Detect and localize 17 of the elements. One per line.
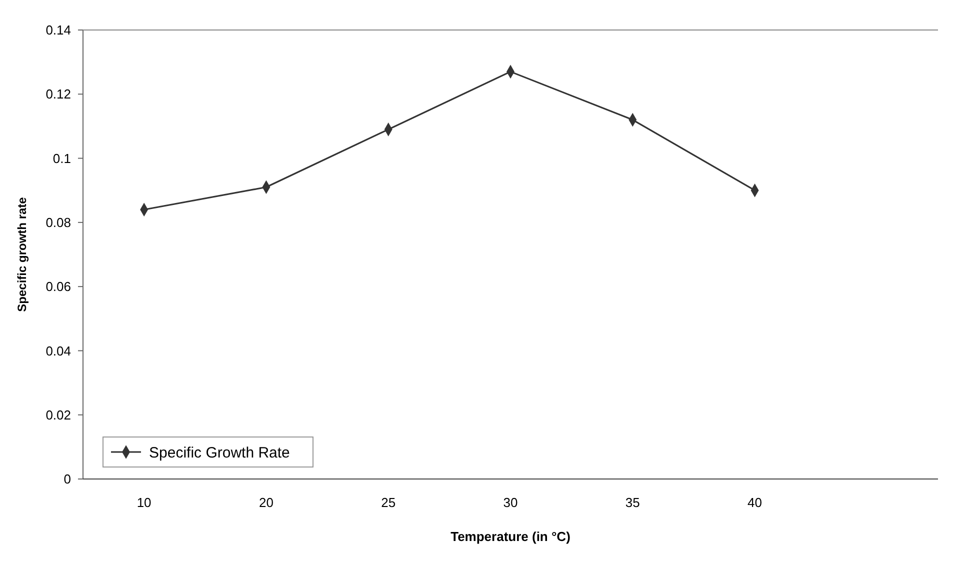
y-tick-label: 0.1	[52, 150, 71, 166]
x-tick-label: 25	[381, 495, 396, 510]
x-tick-label: 10	[136, 495, 152, 510]
x-tick-label: 35	[625, 495, 640, 510]
y-tick-label: 0.04	[46, 343, 71, 358]
y-axis-title: Specific growth rate	[15, 196, 29, 312]
y-tick-label: 0.08	[46, 214, 71, 230]
legend-label: Specific Growth Rate	[149, 444, 290, 462]
y-tick-label: 0.06	[46, 279, 71, 294]
x-tick-label: 40	[748, 495, 762, 510]
y-tick-label: 0.14	[46, 22, 71, 38]
y-tick-label: 0.12	[46, 86, 71, 102]
x-axis-title: Temperature (in °C)	[450, 529, 570, 544]
x-tick-label: 30	[503, 495, 518, 510]
x-tick-label: 20	[258, 495, 274, 510]
y-tick-label: 0.02	[46, 407, 71, 422]
y-tick-label: 0	[64, 472, 71, 487]
